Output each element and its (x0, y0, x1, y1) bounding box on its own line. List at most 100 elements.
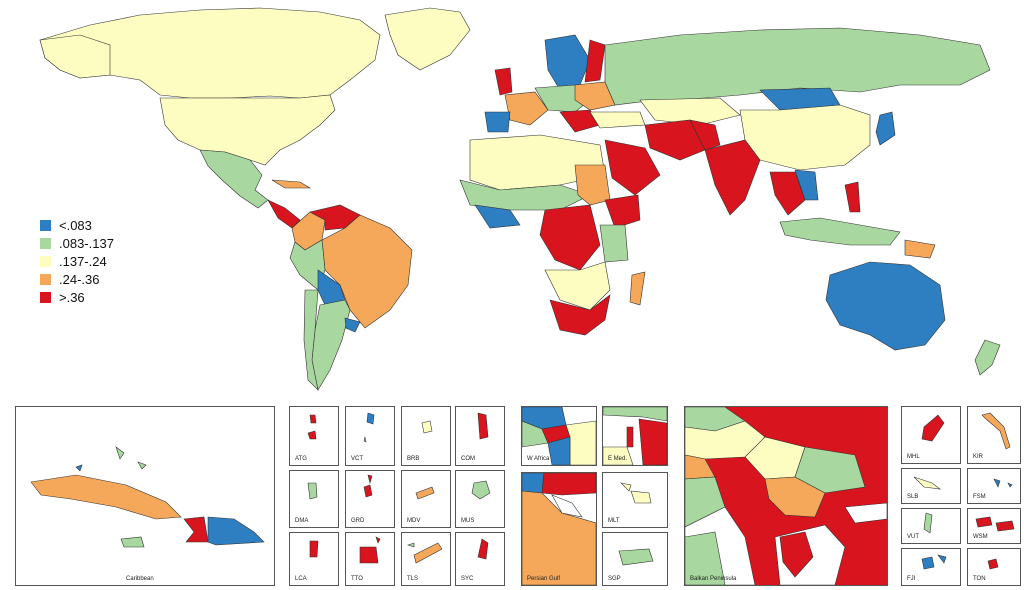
region-central-america[interactable] (267, 199, 301, 229)
inset-wsm[interactable]: WSM (967, 508, 1021, 544)
inset-caribbean-map (30, 446, 265, 548)
legend: <.083 .083-.137 .137-.24 .24-.36 >.36 (40, 216, 114, 306)
inset-tto[interactable]: TTO (345, 532, 395, 586)
legend-swatch (40, 273, 51, 285)
region-australia[interactable] (825, 261, 946, 351)
legend-swatch (40, 219, 51, 231)
inset-grd[interactable]: GRD (345, 470, 395, 528)
inset-fsm[interactable]: FSM (967, 468, 1021, 504)
inset-label: WSM (973, 534, 988, 540)
region-east-africa[interactable] (599, 224, 629, 263)
region-madagascar[interactable] (629, 271, 646, 306)
region-eastern-europe[interactable] (574, 81, 616, 111)
legend-label: .137-.24 (59, 253, 107, 269)
inset-vct[interactable]: VCT (345, 406, 395, 466)
region-iberia[interactable] (484, 111, 511, 133)
inset-label: E Med. (608, 456, 628, 462)
region-indonesia[interactable] (779, 217, 901, 246)
inset-w-africa[interactable]: W Africa (521, 406, 597, 466)
legend-item: .24-.36 (40, 270, 114, 288)
region-india[interactable] (704, 139, 761, 216)
region-uk[interactable] (494, 67, 513, 96)
inset-label: BRB (407, 456, 420, 462)
inset-mdv[interactable]: MDV (401, 470, 451, 528)
legend-swatch (40, 255, 51, 267)
inset-dma[interactable]: DMA (289, 470, 339, 528)
region-argentina[interactable] (311, 299, 351, 391)
inset-lca[interactable]: LCA (289, 532, 339, 586)
region-brazil[interactable] (321, 214, 413, 329)
inset-persian-gulf[interactable]: Persian Gulf (521, 472, 597, 586)
region-southern-africa[interactable] (544, 261, 611, 311)
inset-label: TTO (351, 576, 363, 582)
region-ethiopia[interactable] (604, 194, 641, 229)
inset-label: Caribbean (126, 576, 154, 582)
inset-tls[interactable]: TLS (401, 532, 451, 586)
legend-item: .083-.137 (40, 234, 114, 252)
region-arabia[interactable] (604, 139, 661, 196)
region-south-africa[interactable] (549, 294, 611, 336)
region-cuba[interactable] (271, 179, 312, 189)
inset-label: MHL (907, 454, 920, 460)
inset-sgp[interactable]: SGP (602, 532, 668, 586)
region-paraguay[interactable] (344, 317, 361, 333)
legend-label: .24-.36 (59, 271, 100, 287)
inset-syc[interactable]: SYC (455, 532, 505, 586)
inset-label: VUT (907, 534, 919, 540)
inset-label: LCA (295, 576, 307, 582)
inset-e-med[interactable]: E Med. (602, 406, 668, 466)
region-west-africa[interactable] (474, 204, 521, 229)
region-scandinavia[interactable] (544, 34, 591, 91)
region-pakistan[interactable] (689, 119, 721, 151)
region-new-zealand[interactable] (974, 339, 1001, 376)
inset-label: SYC (461, 576, 474, 582)
inset-mus[interactable]: MUS (455, 470, 505, 528)
inset-label: W Africa (527, 456, 550, 462)
inset-kir[interactable]: KIR (967, 406, 1021, 464)
inset-slb[interactable]: SLB (901, 468, 961, 504)
region-sudan[interactable] (574, 164, 611, 206)
region-russia[interactable] (604, 27, 991, 106)
region-alaska[interactable] (39, 34, 111, 79)
region-philippines[interactable] (844, 181, 861, 213)
inset-label: FJI (907, 576, 916, 582)
region-png[interactable] (904, 239, 936, 259)
legend-swatch (40, 237, 51, 249)
region-usa[interactable] (159, 94, 336, 166)
inset-mhl[interactable]: MHL (901, 406, 961, 464)
inset-brb[interactable]: BRB (401, 406, 451, 466)
region-greenland[interactable] (384, 7, 471, 71)
inset-com[interactable]: COM (455, 406, 505, 466)
inset-balkan[interactable]: Balkan Peninsula (684, 406, 888, 586)
inset-label: TON (973, 576, 986, 582)
region-japan[interactable] (875, 111, 896, 146)
inset-label: MUS (461, 518, 475, 524)
world-map (39, 7, 1001, 391)
legend-item: >.36 (40, 288, 114, 306)
legend-label: <.083 (59, 217, 92, 233)
inset-label: Persian Gulf (527, 576, 561, 582)
inset-label: DMA (295, 518, 309, 524)
region-turkey[interactable] (589, 111, 646, 129)
inset-label: VCT (351, 456, 363, 462)
inset-label: ATG (295, 456, 307, 462)
region-central-africa[interactable] (539, 204, 601, 271)
inset-caribbean[interactable]: Caribbean (15, 406, 275, 586)
inset-label: GRD (351, 518, 365, 524)
region-chile[interactable] (303, 289, 319, 391)
region-kazakhstan[interactable] (639, 97, 741, 126)
inset-atg[interactable]: ATG (289, 406, 339, 466)
region-indochina[interactable] (794, 169, 819, 201)
inset-label: COM (461, 456, 475, 462)
region-finland[interactable] (584, 39, 606, 83)
inset-mlt[interactable]: MLT (602, 472, 668, 528)
inset-fji[interactable]: FJI (901, 548, 961, 586)
region-iran[interactable] (644, 119, 706, 161)
inset-vut[interactable]: VUT (901, 508, 961, 544)
region-southeast-asia[interactable] (769, 171, 806, 216)
legend-item: <.083 (40, 216, 114, 234)
inset-ton[interactable]: TON (967, 548, 1021, 586)
legend-swatch (40, 291, 51, 303)
inset-label: MLT (608, 518, 620, 524)
inset-label: MDV (407, 518, 421, 524)
